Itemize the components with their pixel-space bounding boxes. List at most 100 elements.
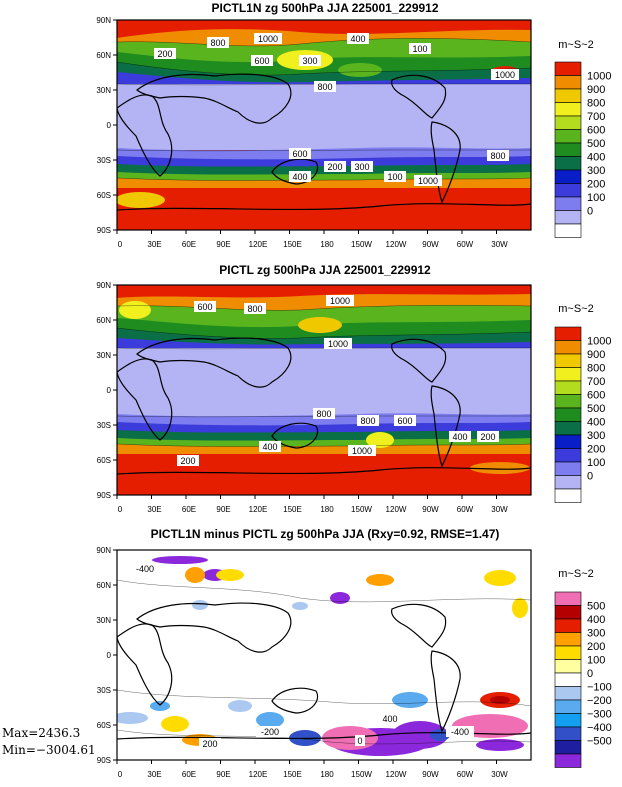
lon-tick-label: 60W bbox=[457, 505, 474, 514]
colorbar-box bbox=[554, 605, 582, 620]
lon-tick-label: 30W bbox=[491, 770, 508, 779]
contour-label: 300 bbox=[302, 56, 317, 66]
contour-label: 800 bbox=[317, 82, 332, 92]
lat-tick-label: 0 bbox=[107, 121, 112, 130]
colorbar-box bbox=[554, 394, 582, 409]
lon-tick-label: 150E bbox=[283, 240, 302, 249]
colorbar-label: 400 bbox=[587, 614, 605, 626]
contour-label: 600 bbox=[197, 302, 212, 312]
colorbar-box bbox=[554, 340, 582, 355]
panel-1-axes: 90N 60N 30N 0 30S 60S 90S 0 30E 60E 90E 120E 150E 180… bbox=[96, 16, 508, 249]
colorbar-label: −100 bbox=[587, 682, 612, 694]
colorbar-box bbox=[554, 367, 582, 382]
colorbar-label: 500 bbox=[587, 138, 605, 150]
colorbar-box bbox=[554, 115, 582, 130]
lon-tick-label: 0 bbox=[118, 505, 123, 514]
contour-label: 800 bbox=[247, 304, 262, 314]
contour-label: 1000 bbox=[352, 446, 372, 456]
colorbar-label: 1000 bbox=[587, 71, 611, 83]
lat-tick-label: 0 bbox=[107, 386, 112, 395]
lon-tick-label: 30W bbox=[491, 240, 508, 249]
colorbar-label: 300 bbox=[587, 430, 605, 442]
contour-label: 400 bbox=[452, 432, 467, 442]
contour-label-bg bbox=[324, 161, 346, 172]
lon-tick-label: 150W bbox=[351, 770, 372, 779]
contour-label-bg bbox=[348, 445, 376, 456]
lon-tick-label: 0 bbox=[118, 770, 123, 779]
contour-label: 600 bbox=[292, 149, 307, 159]
contour-label-bg bbox=[324, 338, 352, 349]
lon-tick-label: 90E bbox=[216, 505, 230, 514]
colorbar-label: 1000 bbox=[587, 336, 611, 348]
contour-label-bg bbox=[394, 415, 416, 426]
colorbar-label: −500 bbox=[587, 736, 612, 748]
contour-label-bg bbox=[409, 43, 431, 54]
lon-tick-label: 30W bbox=[491, 505, 508, 514]
panel-1-field bbox=[117, 20, 531, 230]
colorbar-box bbox=[554, 618, 582, 633]
lon-tick-label: 0 bbox=[118, 240, 123, 249]
colorbar-box bbox=[554, 726, 582, 741]
lon-tick-label: 90E bbox=[216, 240, 230, 249]
lat-tick-label: 0 bbox=[107, 651, 112, 660]
contour-label-bg bbox=[256, 726, 284, 737]
contour-label: -400 bbox=[136, 564, 154, 574]
contour-label: 800 bbox=[210, 38, 225, 48]
lon-tick-label: 60E bbox=[182, 770, 196, 779]
lon-tick-label: 60W bbox=[457, 240, 474, 249]
lon-tick-label: 30E bbox=[147, 240, 161, 249]
panel-3-title: PICTL1N minus PICTL zg 500hPa JJA (Rxy=0… bbox=[151, 527, 500, 541]
colorbar-label: 900 bbox=[587, 349, 605, 361]
contour-label: 100 bbox=[412, 44, 427, 54]
contour-label-bg bbox=[289, 148, 311, 159]
contour-label: 1000 bbox=[418, 176, 438, 186]
colorbar-label: 300 bbox=[587, 165, 605, 177]
contour-label: 200 bbox=[180, 456, 195, 466]
colorbar-label: −200 bbox=[587, 695, 612, 707]
contour-label-bg bbox=[194, 301, 216, 312]
colorbar-box bbox=[554, 169, 582, 184]
colorbar-box bbox=[554, 448, 582, 463]
colorbar-label: 400 bbox=[587, 152, 605, 164]
lon-tick-label: 30E bbox=[147, 770, 161, 779]
lon-tick-label: 120W bbox=[386, 505, 407, 514]
lat-tick-label: 60N bbox=[96, 316, 111, 325]
contour-label: 0 bbox=[357, 736, 362, 746]
lat-tick-label: 60N bbox=[96, 51, 111, 60]
panel-2-contour-labels: 1000 800 600 400 200 1000 800 600 400 200 1000 800 bbox=[177, 295, 499, 466]
contour-label-bg bbox=[251, 55, 273, 66]
lat-tick-label: 90N bbox=[96, 281, 111, 290]
lon-tick-label: 150W bbox=[351, 505, 372, 514]
lat-tick-label: 90S bbox=[97, 226, 111, 235]
colorbar-box bbox=[554, 672, 582, 687]
contour-label-bg bbox=[314, 81, 336, 92]
contour-label-bg bbox=[351, 161, 373, 172]
contour-label: 600 bbox=[397, 416, 412, 426]
colorbar-label: 0 bbox=[587, 668, 593, 680]
panel-2-axes: 90N 60N 30N 0 30S 60S 90S 0 30E 60E 90E 120E 150E 180… bbox=[96, 281, 508, 514]
lat-tick-label: 60N bbox=[96, 581, 111, 590]
contour-label-bg bbox=[154, 48, 176, 59]
panel-3-units: m~S~2 bbox=[558, 568, 593, 580]
panel-1-coastlines bbox=[117, 73, 531, 211]
contour-label-bg bbox=[254, 33, 282, 44]
panel-2-title: PICTL zg 500hPa JJA 225001_229912 bbox=[219, 263, 431, 277]
lat-tick-label: 30S bbox=[97, 686, 111, 695]
contour-label-bg bbox=[487, 150, 509, 161]
colorbar-label: 200 bbox=[587, 444, 605, 456]
lat-tick-label: 30S bbox=[97, 156, 111, 165]
colorbar-box bbox=[554, 156, 582, 171]
panel-1-title: PICTL1N zg 500hPa JJA 225001_229912 bbox=[211, 1, 438, 15]
contour-label-bg bbox=[207, 37, 229, 48]
lon-tick-label: 120E bbox=[249, 240, 268, 249]
panel-2-coastlines bbox=[117, 337, 531, 475]
colorbar-box bbox=[554, 645, 582, 660]
contour-label-bg bbox=[299, 55, 321, 66]
panel-3-contours bbox=[117, 579, 531, 745]
lat-tick-label: 60S bbox=[97, 721, 111, 730]
lon-tick-label: 60E bbox=[182, 240, 196, 249]
contour-label-bg bbox=[326, 295, 354, 306]
colorbar-label: 200 bbox=[587, 179, 605, 191]
